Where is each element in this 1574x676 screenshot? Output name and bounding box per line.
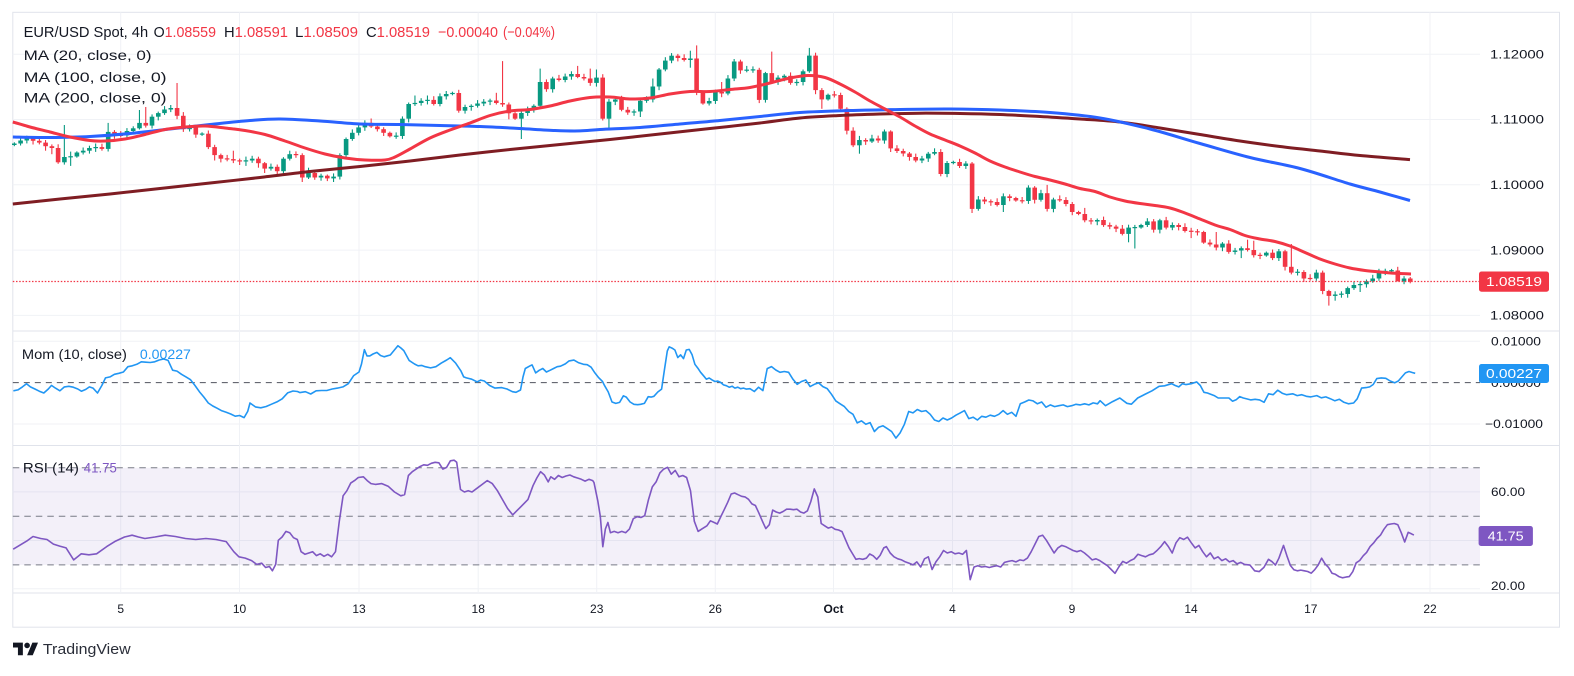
svg-text:1.11000: 1.11000: [1490, 113, 1544, 127]
svg-text:L1.08509: L1.08509: [295, 24, 358, 41]
svg-text:1.08519: 1.08519: [1486, 275, 1542, 289]
svg-text:41.75: 41.75: [84, 459, 117, 475]
svg-text:MA (200, close, 0): MA (200, close, 0): [24, 90, 167, 106]
svg-text:26: 26: [709, 602, 723, 616]
svg-text:5: 5: [117, 602, 124, 616]
svg-text:−0.01000: −0.01000: [1485, 417, 1543, 431]
svg-text:1.09000: 1.09000: [1490, 243, 1544, 257]
svg-text:60.00: 60.00: [1491, 485, 1525, 499]
svg-text:O1.08559: O1.08559: [154, 24, 216, 41]
svg-text:13: 13: [352, 602, 366, 616]
svg-text:9: 9: [1069, 602, 1076, 616]
svg-text:23: 23: [590, 602, 604, 616]
svg-text:10: 10: [233, 602, 247, 616]
svg-text:17: 17: [1304, 602, 1318, 616]
svg-text:MA (100, close, 0): MA (100, close, 0): [24, 69, 167, 85]
svg-text:H1.08591: H1.08591: [224, 24, 288, 41]
svg-text:Mom (10, close): Mom (10, close): [22, 346, 127, 362]
svg-text:20.00: 20.00: [1491, 579, 1525, 593]
svg-text:18: 18: [472, 602, 486, 616]
svg-text:RSI (14): RSI (14): [23, 459, 79, 475]
svg-text:22: 22: [1423, 602, 1437, 616]
svg-text:C1.08519: C1.08519: [366, 24, 430, 41]
svg-text:EUR/USD Spot, 4h: EUR/USD Spot, 4h: [24, 24, 149, 41]
svg-text:MA (20, close, 0): MA (20, close, 0): [24, 47, 152, 63]
svg-text:1.12000: 1.12000: [1490, 47, 1544, 61]
svg-text:0.00227: 0.00227: [1486, 367, 1542, 381]
svg-text:−0.00040: −0.00040: [438, 24, 498, 41]
svg-text:(−0.04%): (−0.04%): [503, 24, 555, 41]
svg-text:0.01000: 0.01000: [1491, 334, 1541, 348]
svg-text:1.10000: 1.10000: [1490, 178, 1544, 192]
svg-text:4: 4: [949, 602, 956, 616]
svg-text:Oct: Oct: [823, 602, 843, 616]
svg-text:14: 14: [1184, 602, 1198, 616]
svg-text:TradingView: TradingView: [43, 641, 131, 658]
svg-text:1.08000: 1.08000: [1490, 309, 1544, 323]
svg-text:0.00227: 0.00227: [140, 346, 191, 362]
svg-text:41.75: 41.75: [1488, 530, 1524, 544]
